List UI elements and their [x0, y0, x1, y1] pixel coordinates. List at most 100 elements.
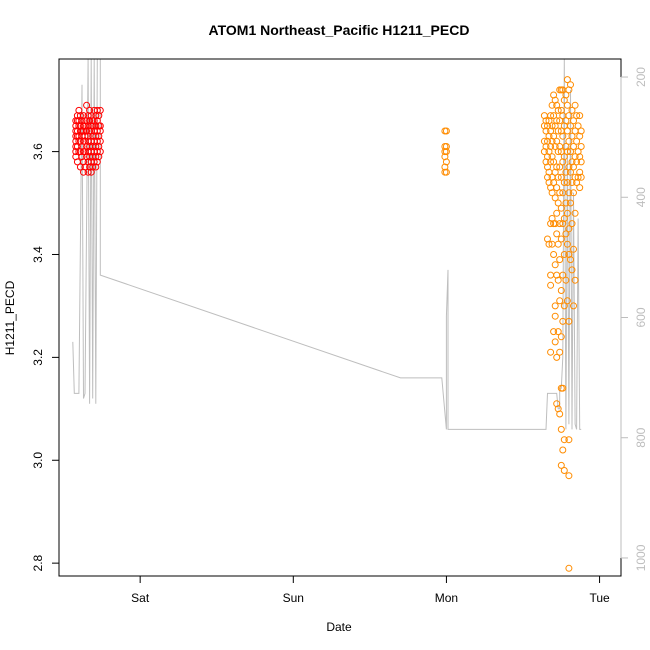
right-tick-label: 600	[634, 307, 648, 327]
x-tick-label: Sun	[283, 591, 304, 605]
data-point-orange	[550, 112, 558, 120]
data-point-orange	[553, 163, 561, 171]
data-point-orange	[442, 158, 450, 166]
data-point-orange	[551, 312, 559, 320]
data-point-orange	[556, 410, 564, 418]
data-point-orange	[554, 328, 562, 336]
data-point-orange	[570, 245, 577, 253]
data-point-orange	[563, 101, 571, 109]
data-point-orange	[574, 122, 582, 130]
data-point-orange	[554, 276, 562, 284]
data-point-orange	[563, 179, 571, 186]
data-point-orange	[556, 189, 564, 197]
data-point-orange	[573, 158, 581, 166]
data-point-orange	[562, 117, 570, 125]
data-point-orange	[548, 215, 556, 222]
y-tick-label: 2.8	[31, 554, 45, 571]
data-point-red	[87, 112, 95, 120]
x-axis: Sat Sun Mon Tue	[131, 575, 610, 605]
data-point-orange	[551, 194, 559, 202]
data-point-orange	[560, 467, 568, 474]
data-point-red	[95, 153, 103, 161]
data-point-orange	[560, 251, 568, 258]
data-point-orange	[571, 101, 579, 109]
right-tick-label: 400	[634, 187, 648, 207]
data-point-orange	[544, 137, 551, 145]
data-point-orange	[548, 189, 556, 197]
data-point-orange	[553, 209, 561, 217]
data-point-orange	[557, 173, 565, 181]
data-point-orange	[562, 199, 570, 207]
data-point-orange	[563, 76, 571, 84]
data-point-orange	[563, 127, 571, 135]
data-point-orange	[562, 91, 570, 99]
data-point-orange	[557, 204, 565, 212]
data-point-red	[96, 137, 104, 145]
data-point-orange	[560, 436, 568, 444]
data-point-orange	[573, 112, 581, 120]
data-point-orange	[568, 220, 576, 228]
data-point-red	[76, 163, 84, 171]
data-point-red	[92, 163, 100, 171]
data-point-red	[83, 101, 91, 109]
pressure-layer	[72, 58, 582, 430]
data-point-orange	[545, 240, 553, 248]
data-point-orange	[556, 256, 564, 264]
data-point-orange	[548, 122, 556, 130]
data-point-orange	[563, 240, 571, 248]
data-point-orange	[544, 153, 551, 161]
data-point-orange	[559, 271, 567, 279]
data-point-orange	[565, 112, 573, 120]
data-point-red	[96, 148, 104, 156]
data-point-orange	[570, 302, 577, 310]
data-point-orange	[554, 148, 562, 156]
data-point-orange	[551, 220, 559, 228]
data-point-orange	[547, 348, 555, 356]
y-tick-label: 3.4	[31, 246, 45, 263]
pressure-line	[72, 58, 582, 430]
data-point-orange	[553, 184, 561, 192]
data-point-orange	[553, 117, 561, 125]
data-point-orange	[559, 220, 567, 228]
data-point-orange	[559, 384, 567, 392]
data-point-orange	[553, 400, 561, 408]
data-point-orange	[567, 256, 574, 264]
data-point-orange	[567, 199, 574, 207]
data-point-orange	[568, 158, 576, 166]
data-point-orange	[550, 158, 558, 166]
data-point-red	[89, 163, 97, 171]
data-point-orange	[571, 276, 579, 284]
data-point-orange	[565, 137, 573, 145]
data-point-orange	[547, 127, 555, 135]
data-point-orange	[554, 199, 562, 207]
data-point-orange	[563, 209, 571, 217]
data-point-orange	[554, 173, 562, 181]
data-point-orange	[562, 143, 570, 150]
data-point-orange	[570, 163, 577, 171]
data-point-orange	[562, 230, 570, 238]
data-point-orange	[442, 148, 450, 156]
data-point-orange	[554, 106, 562, 114]
data-point-orange	[556, 220, 564, 228]
data-point-orange	[554, 240, 562, 248]
data-point-orange	[553, 230, 561, 238]
right-axis: 200 400 600 800 1000	[620, 67, 648, 571]
data-point-orange	[551, 261, 559, 269]
data-point-red	[80, 112, 87, 120]
data-point-orange	[548, 137, 556, 145]
data-point-orange	[571, 209, 579, 217]
data-point-orange	[576, 112, 584, 120]
data-point-orange	[568, 266, 576, 274]
data-point-orange	[547, 281, 555, 289]
data-point-orange	[568, 106, 576, 114]
data-point-orange	[568, 132, 576, 140]
data-point-red	[93, 148, 101, 156]
y-tick-label: 3.6	[31, 143, 45, 160]
data-point-orange	[562, 276, 570, 284]
right-tick-label: 800	[634, 427, 648, 447]
data-point-orange	[567, 122, 574, 130]
data-point-orange	[570, 143, 577, 150]
data-point-orange	[568, 179, 576, 186]
data-point-orange	[556, 348, 564, 356]
